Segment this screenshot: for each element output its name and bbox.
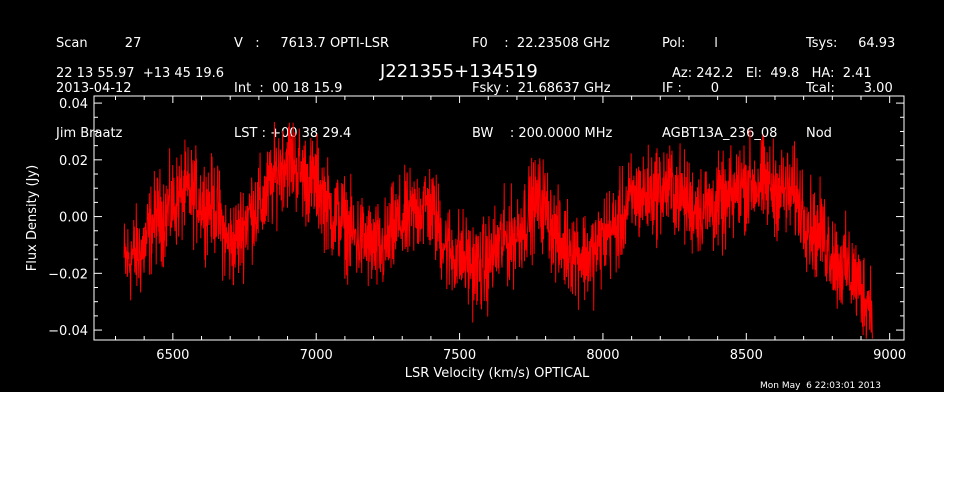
- tsys-text: Tsys: 64.93: [806, 36, 896, 51]
- f0-text: F0 : 22.23508 GHz: [472, 36, 610, 51]
- spectrum-series-line: [123, 121, 873, 339]
- velocity-text: V : 7613.7 OPTI-LSR: [234, 36, 390, 51]
- date-text: 2013-04-12: [56, 81, 132, 96]
- x-tick-label: 8500: [730, 348, 763, 363]
- integration-text: Int : 00 18 15.9: [234, 81, 343, 96]
- x-tick-label: 7000: [300, 348, 333, 363]
- nod-text: Nod: [806, 126, 832, 141]
- y-tick-label: −0.04: [48, 324, 88, 339]
- if-text: IF : 0: [662, 81, 720, 96]
- bandwidth-text: BW : 200.0000 MHz: [472, 126, 613, 141]
- fsky-text: Fsky : 21.68637 GHz: [472, 81, 611, 96]
- y-tick-label: 0.00: [59, 211, 88, 226]
- az-el-ha-text: Az: 242.2 El: 49.8 HA: 2.41: [672, 66, 872, 81]
- pol-text: Pol: l: [662, 36, 718, 51]
- x-tick-label: 6500: [156, 348, 189, 363]
- x-tick-label: 7500: [443, 348, 476, 363]
- y-tick-label: −0.02: [48, 267, 88, 282]
- x-tick-label: 9000: [873, 348, 906, 363]
- axes: 6500 7000 7500 8000 8500 9000 0.04 0.02 0.00 −0.0…: [48, 95, 906, 363]
- y-axis-title: Flux Density (Jy): [25, 165, 40, 271]
- header-col-tsys: Tsys: 64.93 Tcal: 3.00 Nod: [806, 6, 895, 156]
- spectrum-chart: 6500 7000 7500 8000 8500 9000 0.04 0.02 0.00 −0.0…: [25, 95, 906, 381]
- scan-text: Scan 27: [56, 36, 142, 51]
- header-col-scan: Scan 27 2013-04-12 Jim Braatz: [56, 6, 141, 156]
- lst-text: LST : +00 38 29.4: [234, 126, 352, 141]
- observer-text: Jim Braatz: [56, 126, 123, 141]
- x-tick-label: 8000: [586, 348, 619, 363]
- coordinates-text: 22 13 55.97 +13 45 19.6: [56, 66, 225, 81]
- source-name: J221355+134519: [380, 61, 538, 82]
- x-axis-title: LSR Velocity (km/s) OPTICAL: [405, 366, 590, 381]
- header-col-polarization: Pol: l IF : 0 AGBT13A_236_08: [662, 6, 777, 156]
- y-tick-label: 0.02: [59, 154, 88, 169]
- tcal-text: Tcal: 3.00: [806, 81, 893, 96]
- axes-frame: [93, 95, 905, 341]
- header-col-frequency: F0 : 22.23508 GHz Fsky : 21.68637 GHz BW…: [472, 6, 612, 156]
- y-tick-label: 0.04: [59, 97, 88, 112]
- timestamp: Mon May 6 22:03:01 2013: [760, 381, 881, 391]
- project-text: AGBT13A_236_08: [662, 126, 778, 141]
- plot-area: [123, 121, 873, 339]
- header-col-velocity: V : 7613.7 OPTI-LSR Int : 00 18 15.9 LST…: [234, 6, 389, 156]
